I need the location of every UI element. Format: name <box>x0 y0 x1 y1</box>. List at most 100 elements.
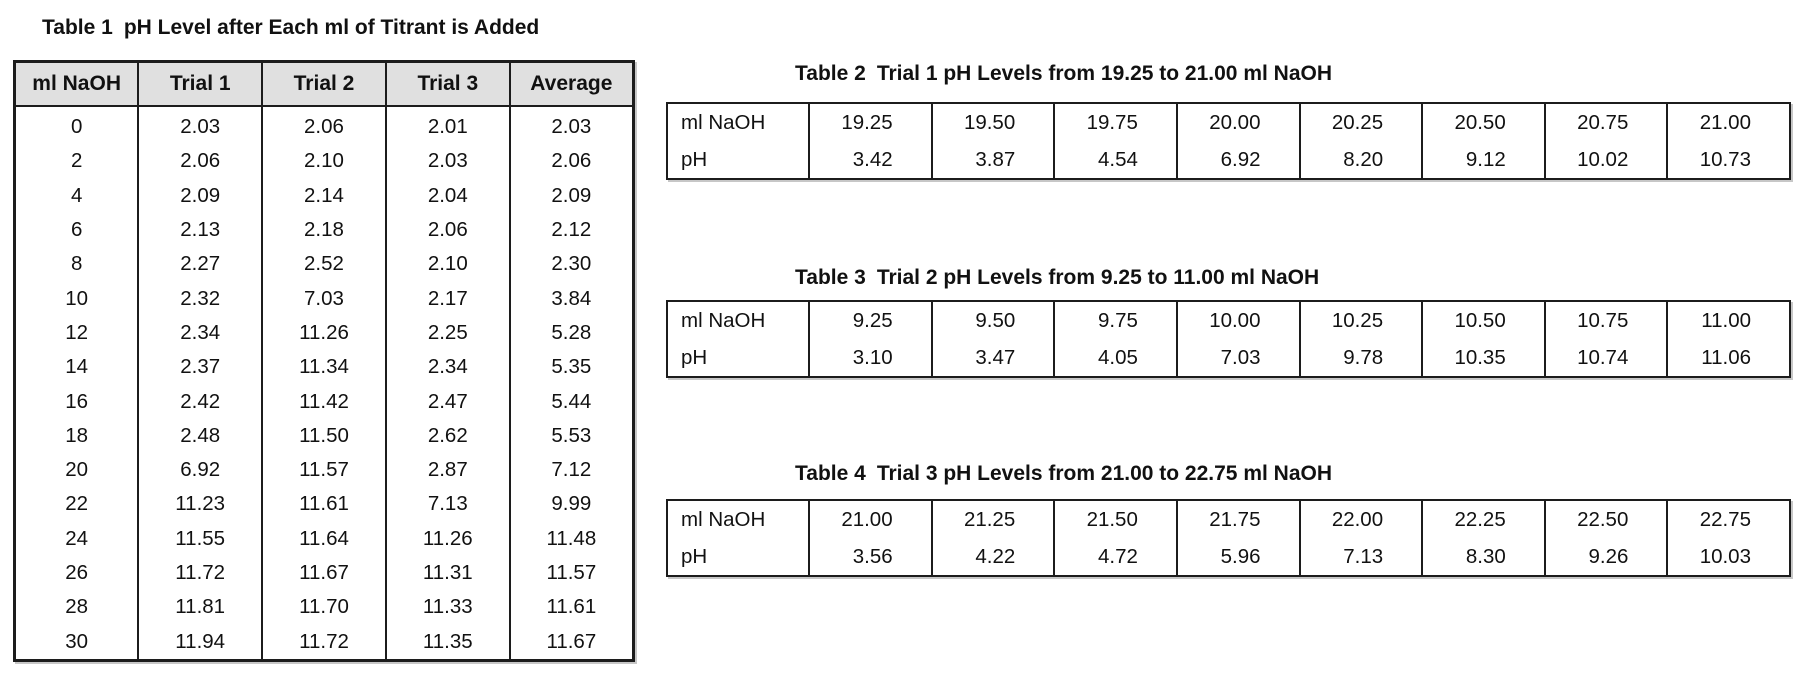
table1-cell: 11.72 <box>261 624 387 661</box>
table1-cell: 2.48 <box>137 418 264 453</box>
table1-cell: 2.27 <box>137 247 264 282</box>
table1-header-row: ml NaOH Trial 1 Trial 2 Trial 3 Average <box>13 60 635 107</box>
table1-cell: 8 <box>13 247 140 282</box>
table1-cell: 11.94 <box>137 624 264 661</box>
table4-title-text: Trial 3 pH Levels from 21.00 to 22.75 ml… <box>876 462 1333 485</box>
table1-row: 12 2.34 11.26 2.25 5.28 <box>13 315 635 351</box>
table4-ml-cell: 21.25 <box>930 500 1055 538</box>
table3-ml-cell: 10.00 <box>1175 301 1300 339</box>
table1-cell: 2.03 <box>384 144 511 179</box>
table1-cell: 7.12 <box>508 452 635 488</box>
table4-ml-row: ml NaOH 21.00 21.25 21.50 21.75 22.00 22.25 22… <box>667 500 1790 538</box>
table1-cell: 2.03 <box>137 106 264 145</box>
table2: ml NaOH 19.25 19.50 19.75 20.00 20.25 20.50 20… <box>666 102 1791 180</box>
table1-header-ml-naoh: ml NaOH <box>13 60 140 107</box>
table1-cell: 2.30 <box>508 247 635 282</box>
table1-row: 14 2.37 11.34 2.34 5.35 <box>13 350 635 385</box>
table4-ph-cell: 5.96 <box>1175 538 1300 576</box>
table1-cell: 2.06 <box>137 144 264 179</box>
table1-cell: 11.61 <box>261 487 387 522</box>
table2-ph-row-label: pH <box>681 147 708 171</box>
table2-ml-cell: 19.50 <box>930 103 1055 141</box>
table4: ml NaOH 21.00 21.25 21.50 21.75 22.00 22.25 22… <box>666 499 1791 577</box>
table4-ml-cell: 22.00 <box>1298 500 1423 538</box>
table1-cell: 2.01 <box>384 106 511 145</box>
table3-title: Table 3 Trial 2 pH Levels from 9.25 to 11… <box>795 266 1319 290</box>
table2-ph-cell: 4.54 <box>1053 141 1177 179</box>
table4-ph-cell: 10.03 <box>1666 538 1790 576</box>
table3-ph-cell: 9.78 <box>1298 339 1423 377</box>
table1-cell: 16 <box>13 384 140 419</box>
table1-cell: 11.61 <box>508 590 635 625</box>
table1-cell: 2.12 <box>508 212 635 248</box>
table3-ph-cell: 7.03 <box>1175 339 1300 377</box>
table1-cell: 5.44 <box>508 384 635 419</box>
table4-ph-cell: 4.22 <box>930 538 1055 576</box>
table1-cell: 2.18 <box>261 212 387 248</box>
table1-title: Table 1 pH Level after Each ml of Titrant… <box>42 16 539 40</box>
table1-cell: 2.62 <box>384 418 511 453</box>
table4-ml-row-label: ml NaOH <box>681 507 766 531</box>
table1-header-trial-3: Trial 3 <box>384 60 511 107</box>
table1-cell: 2.09 <box>508 178 635 213</box>
table1-cell: 2.10 <box>384 247 511 282</box>
table1-row: 24 11.55 11.64 11.26 11.48 <box>13 521 635 556</box>
table1-cell: 30 <box>13 624 140 661</box>
table2-ph-cell: 3.42 <box>808 141 932 179</box>
table2-title-text: Trial 1 pH Levels from 19.25 to 21.00 ml… <box>876 62 1333 85</box>
table4-ph-row: pH 3.56 4.22 4.72 5.96 7.13 8.30 9.26 10.03 <box>667 538 1790 576</box>
table2-ph-cell: 9.12 <box>1421 141 1545 179</box>
table2-ml-cell: 19.75 <box>1053 103 1177 141</box>
table1-row: 18 2.48 11.50 2.62 5.53 <box>13 418 635 453</box>
table1-cell: 6.92 <box>137 452 264 488</box>
table1-cell: 2.04 <box>384 178 511 213</box>
table1-cell: 11.34 <box>261 350 387 385</box>
table1-title-label: Table 1 <box>42 16 113 39</box>
table1-cell: 11.70 <box>261 590 387 625</box>
table1-cell: 9.99 <box>508 487 635 522</box>
table1-row: 22 11.23 11.61 7.13 9.99 <box>13 487 635 522</box>
table1-cell: 28 <box>13 590 140 625</box>
table1-cell: 11.48 <box>508 521 635 556</box>
table4-ph-cell: 3.56 <box>808 538 932 576</box>
table4-ml-cell: 22.75 <box>1666 500 1790 538</box>
table1-cell: 2 <box>13 144 140 179</box>
table3-title-text: Trial 2 pH Levels from 9.25 to 11.00 ml … <box>876 266 1320 289</box>
table1-cell: 11.42 <box>261 384 387 419</box>
table1-cell: 4 <box>13 178 140 213</box>
table1-cell: 2.42 <box>137 384 264 419</box>
table1-cell: 7.03 <box>261 281 387 316</box>
table2-ph-cell: 8.20 <box>1298 141 1423 179</box>
table4-ml-cell: 22.25 <box>1421 500 1545 538</box>
table1-cell: 11.23 <box>137 487 264 522</box>
table3-ph-cell: 3.47 <box>930 339 1055 377</box>
table1-row: 4 2.09 2.14 2.04 2.09 <box>13 178 635 213</box>
table4-ph-cell: 9.26 <box>1543 538 1668 576</box>
table3-ph-row: pH 3.10 3.47 4.05 7.03 9.78 10.35 10.74 11.06 <box>667 339 1790 377</box>
table1-cell: 2.09 <box>137 178 264 213</box>
table1-cell: 11.55 <box>137 521 264 556</box>
table2-ml-row: ml NaOH 19.25 19.50 19.75 20.00 20.25 20.50 20… <box>667 103 1790 141</box>
table1-row: 8 2.27 2.52 2.10 2.30 <box>13 247 635 282</box>
table3-ph-cell: 3.10 <box>808 339 932 377</box>
table1-cell: 22 <box>13 487 140 522</box>
table4-title: Table 4 Trial 3 pH Levels from 21.00 to 2… <box>795 462 1332 486</box>
table1-cell: 0 <box>13 106 140 145</box>
table1-cell: 26 <box>13 555 140 591</box>
table2-ml-row-label: ml NaOH <box>681 110 766 134</box>
table1-header-trial-2: Trial 2 <box>261 60 387 107</box>
table2-ml-cell: 20.25 <box>1298 103 1423 141</box>
table4-ml-cell: 21.00 <box>808 500 932 538</box>
table3-ml-cell: 10.50 <box>1421 301 1545 339</box>
table3-ml-cell: 9.25 <box>808 301 932 339</box>
table1-cell: 2.87 <box>384 452 511 488</box>
table3-ph-cell: 11.06 <box>1666 339 1790 377</box>
table1-cell: 11.31 <box>384 555 511 591</box>
table1-cell: 2.14 <box>261 178 387 213</box>
table1-row: 28 11.81 11.70 11.33 11.61 <box>13 590 635 625</box>
table1-cell: 2.17 <box>384 281 511 316</box>
table1-row: 16 2.42 11.42 2.47 5.44 <box>13 384 635 419</box>
table3-ml-cell: 10.75 <box>1543 301 1668 339</box>
table1-cell: 11.67 <box>508 624 635 661</box>
table3-ph-cell: 4.05 <box>1053 339 1177 377</box>
